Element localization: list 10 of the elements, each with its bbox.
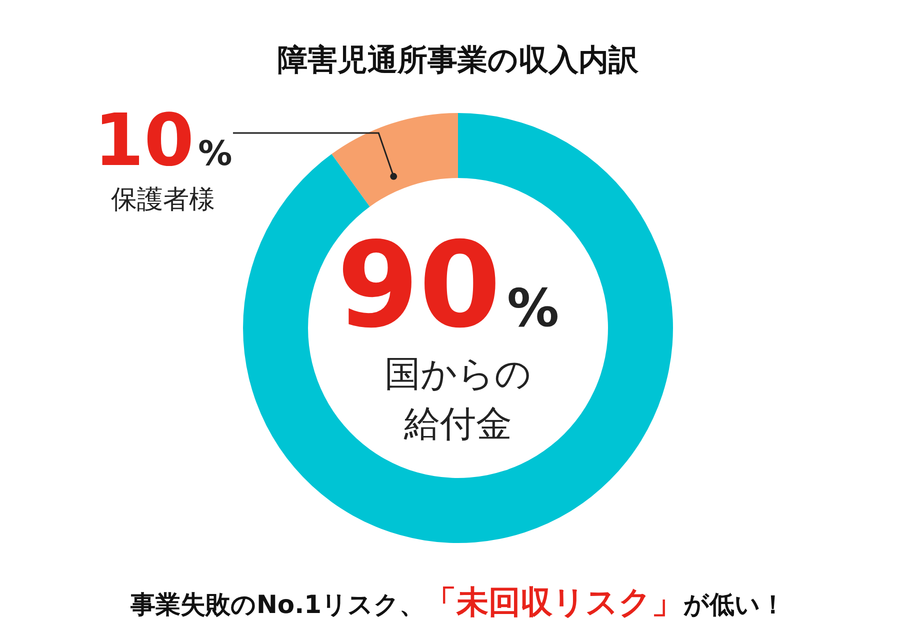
- data-label: 90%: [336, 216, 560, 354]
- chart-title: 障害児通所事業の収入内訳: [278, 43, 640, 78]
- text: 「未回収リスク」: [424, 583, 684, 621]
- text: が低い！: [684, 590, 786, 619]
- slice-label: 保護者様: [111, 185, 215, 215]
- data-label: 10%: [94, 98, 232, 182]
- slice-label: 国からの給付金: [384, 354, 532, 445]
- text: 事業失敗のNo.1リスク、: [130, 590, 424, 619]
- donut-slice: [243, 113, 673, 543]
- donut-slice: [332, 113, 458, 207]
